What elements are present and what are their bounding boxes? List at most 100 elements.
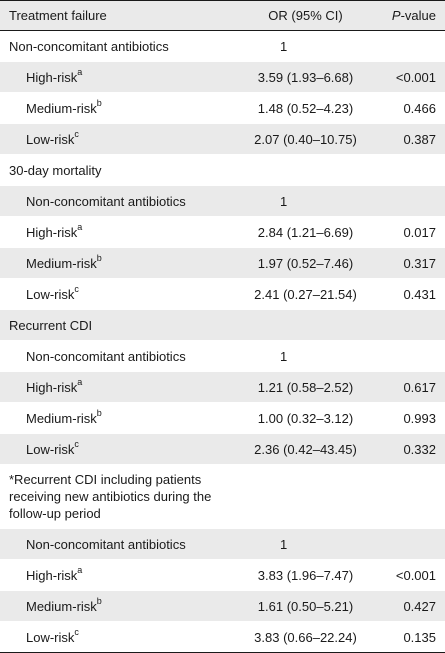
footnote-marker: b [96,253,102,264]
odds-ratio-cell: 1.97 (0.52–7.46) [257,255,354,271]
odds-ratio-cell: 1 [280,348,288,364]
p-value-cell: 0.332 [403,441,436,457]
footnote-marker: a [77,377,83,388]
footnote-marker: a [77,222,83,233]
p-value-cell: 0.993 [403,410,436,426]
row-label-text: Non-concomitant antibiotics [26,536,186,552]
footnote-marker: c [74,627,79,638]
row-label: Non-concomitant antibiotics [0,194,245,209]
p-value-cell: 0.387 [403,131,436,147]
table-row: Non-concomitant antibiotics 1 [0,186,445,217]
row-label: Non-concomitant antibiotics [0,39,245,54]
odds-ratio-cell: 3.83 (1.96–7.47) [257,567,354,583]
p-value-cell: 0.431 [403,286,436,302]
row-label: Low-riskc [0,439,245,457]
table-row: Low-riskc 2.07 (0.40–10.75) 0.387 [0,124,445,155]
table-row: High-riska 1.21 (0.58–2.52) 0.617 [0,372,445,403]
row-label: Low-riskc [0,129,245,147]
p-value-cell: <0.001 [395,567,436,583]
header-treatment-failure: Treatment failure [9,8,107,23]
row-label-text: High-risk [26,379,78,395]
row-label-text: Medium-risk [26,100,97,116]
row-label-text: High-risk [26,224,78,240]
row-label: Medium-riskb [0,98,245,116]
row-label: High-riska [0,222,245,240]
odds-ratio-cell: 1.48 (0.52–4.23) [257,100,354,116]
row-label-text: Non-concomitant antibiotics [9,38,169,54]
table-body: Non-concomitant antibiotics 1 High-riska 3.… [0,31,445,653]
row-label-text: Recurrent CDI [9,317,93,333]
table-row: Medium-riskb 1.48 (0.52–4.23) 0.466 [0,93,445,124]
row-label-text: Medium-risk [26,255,97,271]
row-label: Low-riskc [0,627,245,645]
table-row: High-riska 3.59 (1.93–6.68) <0.001 [0,62,445,93]
p-value-cell: 0.017 [403,224,436,240]
row-label: High-riska [0,377,245,395]
row-label: Low-riskc [0,284,245,302]
odds-ratio-cell: 3.83 (0.66–22.24) [254,629,357,645]
p-value-cell: 0.427 [403,598,436,614]
odds-ratio-cell: 1 [280,38,288,54]
row-label-text: Medium-risk [26,598,97,614]
odds-ratio-cell: 2.41 (0.27–21.54) [254,286,357,302]
row-label: Non-concomitant antibiotics [0,537,245,552]
row-label-text: Low-risk [26,441,75,457]
table-row: Non-concomitant antibiotics 1 [0,529,445,560]
row-label: *Recurrent CDI including patients receiv… [0,471,245,522]
header-p-italic: P [391,8,401,23]
row-label: High-riska [0,67,245,85]
row-label-text: Non-concomitant antibiotics [26,348,186,364]
footnote-marker: c [74,129,79,140]
p-value-cell: 0.317 [403,255,436,271]
footnote-marker: b [96,596,102,607]
row-label: High-riska [0,566,245,583]
footnote-marker: b [96,98,102,109]
odds-ratio-cell: 1.21 (0.58–2.52) [257,379,354,395]
row-label: Recurrent CDI [0,318,245,333]
row-label-text: *Recurrent CDI including patients receiv… [9,472,212,521]
header-p-rest: -value [400,8,436,23]
row-label-text: High-risk [26,567,78,583]
row-label-text: Low-risk [26,286,75,302]
table-row: Medium-riskb 1.97 (0.52–7.46) 0.317 [0,248,445,279]
odds-ratio-cell: 3.59 (1.93–6.68) [257,69,354,85]
odds-ratio-cell: 2.36 (0.42–43.45) [254,441,357,457]
table-row: High-riska 2.84 (1.21–6.69) 0.017 [0,217,445,248]
p-value-cell: 0.617 [403,379,436,395]
table-row: Medium-riskb 1.00 (0.32–3.12) 0.993 [0,403,445,434]
row-label-text: Low-risk [26,131,75,147]
row-label: Medium-riskb [0,596,245,614]
row-label-text: Low-risk [26,629,75,645]
table-row: Non-concomitant antibiotics 1 [0,31,445,62]
p-value-cell: 0.466 [403,100,436,116]
footnote-marker: b [96,408,102,419]
odds-ratio-cell: 1.61 (0.50–5.21) [257,598,354,614]
row-label: Medium-riskb [0,253,245,271]
p-value-cell: <0.001 [395,69,436,85]
row-label-text: 30-day mortality [9,162,102,178]
footnote-marker: a [77,67,83,78]
row-label-text: Medium-risk [26,410,97,426]
section-row: Recurrent CDI [0,310,445,341]
odds-ratio-cell: 2.84 (1.21–6.69) [257,224,354,240]
footnote-marker: c [74,439,79,450]
header-or-ci: OR (95% CI) [268,8,343,23]
table-header-row: Treatment failure OR (95% CI) P-value [0,1,445,31]
row-label: Non-concomitant antibiotics [0,349,245,364]
table-row: Low-riskc 2.36 (0.42–43.45) 0.332 [0,434,445,465]
row-label: 30-day mortality [0,163,245,178]
row-label: Medium-riskb [0,408,245,426]
table-row: Low-riskc 3.83 (0.66–22.24) 0.135 [0,622,445,653]
section-row: 30-day mortality [0,155,445,186]
table-row: Non-concomitant antibiotics 1 [0,341,445,372]
table-row: Low-riskc 2.41 (0.27–21.54) 0.431 [0,279,445,310]
p-value-cell: 0.135 [403,629,436,645]
row-label-text: Non-concomitant antibiotics [26,193,186,209]
odds-ratio-cell: 1 [280,536,288,552]
odds-ratio-cell: 1.00 (0.32–3.12) [257,410,354,426]
row-label-text: High-risk [26,69,78,85]
odds-ratio-cell: 1 [280,193,288,209]
footnote-marker: c [74,284,79,295]
section-row: *Recurrent CDI including patients receiv… [0,465,445,529]
